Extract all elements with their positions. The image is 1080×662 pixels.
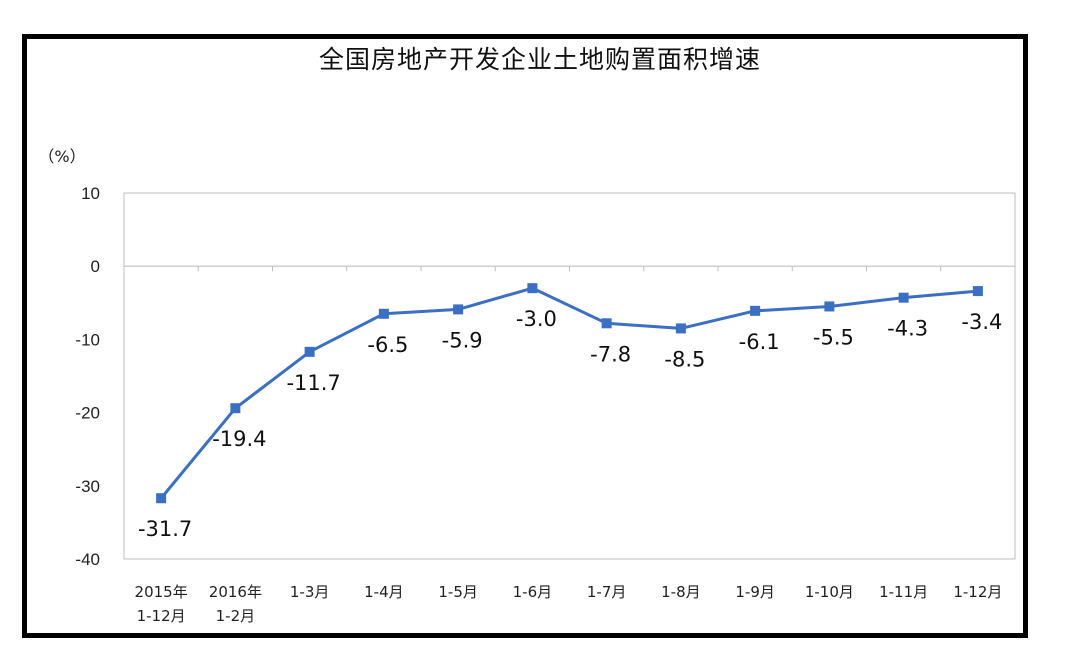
data-label: -6.1 bbox=[739, 330, 780, 354]
data-label: -4.3 bbox=[887, 317, 928, 341]
data-label: -5.5 bbox=[813, 325, 854, 349]
x-tick-label: 1-10月 bbox=[805, 583, 854, 601]
data-point-marker bbox=[675, 323, 686, 334]
x-tick-label: 2015年 bbox=[135, 583, 188, 601]
x-tick-label: 1-3月 bbox=[290, 583, 330, 601]
y-tick-label: -10 bbox=[75, 330, 100, 349]
data-label: -7.8 bbox=[590, 342, 631, 366]
y-tick-label: -20 bbox=[75, 404, 100, 423]
x-tick-label: 1-12月 bbox=[137, 607, 186, 625]
y-tick-label: 0 bbox=[91, 257, 100, 276]
data-label: -11.7 bbox=[286, 371, 340, 395]
data-label: -5.9 bbox=[442, 328, 483, 352]
data-point-marker bbox=[898, 292, 909, 303]
data-point-marker bbox=[972, 286, 983, 297]
plot-area bbox=[123, 192, 1016, 560]
data-label: -31.7 bbox=[138, 517, 192, 541]
data-point-marker bbox=[453, 304, 464, 315]
x-tick-label: 1-4月 bbox=[364, 583, 404, 601]
data-point-marker bbox=[378, 308, 389, 319]
x-tick-label: 1-6月 bbox=[513, 583, 553, 601]
x-tick-label: 1-7月 bbox=[587, 583, 627, 601]
data-label: -3.0 bbox=[516, 307, 557, 331]
y-tick-label: -40 bbox=[75, 550, 100, 569]
x-tick-label: 1-2月 bbox=[216, 607, 256, 625]
data-point-marker bbox=[527, 283, 538, 294]
chart-title: 全国房地产开发企业土地购置面积增速 bbox=[318, 45, 761, 74]
data-point-marker bbox=[824, 301, 835, 312]
x-tick-label: 1-12月 bbox=[953, 583, 1002, 601]
series-line bbox=[159, 286, 979, 500]
data-label: -8.5 bbox=[664, 347, 705, 371]
data-label: -6.5 bbox=[367, 333, 408, 357]
chart-frame bbox=[22, 34, 1028, 638]
data-point-marker bbox=[601, 318, 612, 329]
data-label: -19.4 bbox=[212, 427, 266, 451]
x-tick-label: 1-5月 bbox=[438, 583, 478, 601]
y-tick-label: 10 bbox=[81, 184, 100, 203]
data-point-marker bbox=[750, 305, 761, 316]
x-tick-label: 1-9月 bbox=[735, 583, 775, 601]
data-point-marker bbox=[230, 403, 241, 414]
x-tick-label: 2016年 bbox=[209, 583, 262, 601]
data-label: -3.4 bbox=[961, 310, 1002, 334]
y-axis-unit-label: （%） bbox=[38, 147, 85, 166]
x-tick-label: 1-8月 bbox=[661, 583, 701, 601]
x-tick-label: 1-11月 bbox=[879, 583, 928, 601]
y-tick-label: -30 bbox=[75, 477, 100, 496]
data-point-marker bbox=[304, 346, 315, 357]
data-point-marker bbox=[156, 493, 167, 504]
